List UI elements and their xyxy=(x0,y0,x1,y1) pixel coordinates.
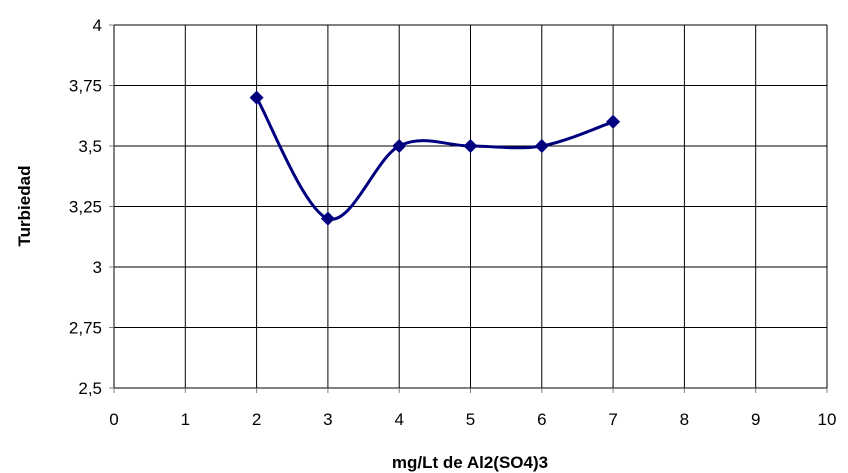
x-tick-label: 8 xyxy=(680,410,689,429)
x-tick-label: 0 xyxy=(109,410,118,429)
y-tick-label: 3,75 xyxy=(69,77,102,96)
data-point-marker xyxy=(534,139,549,153)
x-tick-label: 10 xyxy=(818,410,837,429)
x-tick-label: 7 xyxy=(608,410,617,429)
y-tick-label: 2,5 xyxy=(78,379,102,398)
y-tick-label: 3,25 xyxy=(69,198,102,217)
x-tick-label: 1 xyxy=(181,410,190,429)
y-tick-label: 3 xyxy=(93,258,102,277)
data-markers xyxy=(249,90,621,226)
data-point-marker xyxy=(392,139,407,153)
y-tick-label: 2,75 xyxy=(69,319,102,338)
data-point-marker xyxy=(320,211,335,226)
data-point-marker xyxy=(249,90,264,105)
y-axis-title: Turbiedad xyxy=(15,166,34,247)
x-tick-label: 5 xyxy=(466,410,475,429)
x-tick-label: 3 xyxy=(323,410,332,429)
y-axis-ticks: 2,5 2,75 3 3,25 3,5 3,75 4 xyxy=(69,16,114,398)
x-axis-ticks: 0 1 2 3 4 5 6 7 8 9 10 xyxy=(109,388,836,429)
x-tick-label: 2 xyxy=(252,410,261,429)
x-tick-label: 6 xyxy=(537,410,546,429)
x-tick-label: 4 xyxy=(394,410,403,429)
y-tick-label: 4 xyxy=(93,16,102,35)
data-point-marker xyxy=(606,114,621,129)
data-point-marker xyxy=(463,139,478,153)
x-axis-title: mg/Lt de Al2(SO4)3 xyxy=(392,453,548,472)
y-tick-label: 3,5 xyxy=(78,137,102,156)
x-tick-label: 9 xyxy=(751,410,760,429)
